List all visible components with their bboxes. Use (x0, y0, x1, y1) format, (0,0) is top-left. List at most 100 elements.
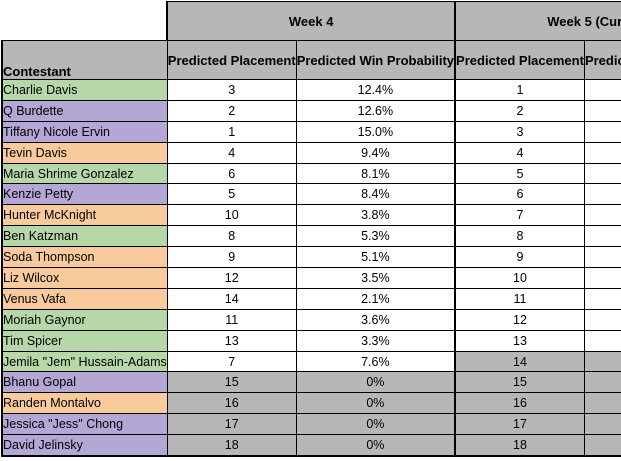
w4-placement-cell: 7 (166, 350, 297, 373)
contestant-name-cell: Kenzie Petty (0, 183, 168, 206)
w4-placement-cell: 4 (166, 141, 297, 164)
w5-win-probability-cell: 0% (583, 413, 621, 436)
w4-placement-cell: 11 (166, 308, 297, 331)
w5-placement-cell: 5 (454, 162, 585, 185)
contestant-name-cell: Charlie Davis (0, 79, 168, 101)
contestant-name-cell: Jessica "Jess" Chong (0, 413, 168, 436)
week5-header: Week 5 (Current) (454, 1, 621, 41)
w4-placement-cell: 2 (166, 99, 297, 122)
contestant-name-cell: Tim Spicer (0, 329, 168, 352)
w4-placement-cell: 13 (166, 329, 297, 352)
w5-win-probability-cell: 5.9% (583, 225, 621, 248)
w4-placement-header: Predicted Placement (166, 40, 297, 80)
week4-header: Week 4 (166, 1, 456, 41)
w5-placement-cell: 10 (454, 267, 585, 289)
contestant-name-cell: Soda Thompson (0, 246, 168, 269)
w5-win-probability-cell: 0% (583, 392, 621, 415)
w5-win-probability-cell: 6.1% (583, 204, 621, 227)
w5-win-probability-cell: 3.1% (583, 308, 621, 331)
w4-placement-cell: 18 (166, 434, 297, 458)
w5-win-probability-header: Predicted Win Probability (583, 40, 621, 80)
w5-placement-cell: 2 (454, 99, 585, 122)
w4-win-probability-cell: 3.5% (295, 267, 456, 289)
w4-placement-cell: 1 (166, 120, 297, 143)
contestant-name-cell: Q Burdette (0, 99, 168, 122)
w4-win-probability-cell: 0% (295, 371, 456, 394)
w5-placement-cell: 16 (454, 392, 585, 415)
w5-placement-cell: 12 (454, 308, 585, 331)
w5-placement-cell: 4 (454, 141, 585, 164)
w5-win-probability-cell: 15.3% (583, 79, 621, 101)
w5-win-probability-cell: 11.0% (583, 141, 621, 164)
w5-placement-cell: 1 (454, 79, 585, 101)
w5-placement-cell: 18 (454, 434, 585, 458)
w4-win-probability-cell: 0% (295, 413, 456, 436)
w5-placement-cell: 8 (454, 225, 585, 248)
w5-placement-cell: 11 (454, 287, 585, 310)
w5-placement-cell: 14 (454, 350, 585, 373)
w5-placement-cell: 6 (454, 183, 585, 206)
w4-placement-cell: 15 (166, 371, 297, 394)
contestant-name-cell: Jemila "Jem" Hussain-Adams (0, 350, 168, 373)
w4-win-probability-cell: 5.1% (295, 246, 456, 269)
contestant-name-cell: Venus Vafa (0, 287, 168, 310)
w5-win-probability-cell: 8.7% (583, 162, 621, 185)
w4-placement-cell: 9 (166, 246, 297, 269)
w5-win-probability-cell: 3.5% (583, 287, 621, 310)
w4-placement-cell: 14 (166, 287, 297, 310)
w4-win-probability-cell: 0% (295, 392, 456, 415)
w4-win-probability-header: Predicted Win Probability (295, 40, 456, 80)
w5-win-probability-cell: 0% (583, 350, 621, 373)
w4-win-probability-cell: 5.3% (295, 225, 456, 248)
w4-placement-cell: 6 (166, 162, 297, 185)
w5-win-probability-cell: 13.6% (583, 120, 621, 143)
w4-win-probability-cell: 3.8% (295, 204, 456, 227)
w5-win-probability-cell: 3.8% (583, 267, 621, 289)
w4-win-probability-cell: 8.4% (295, 183, 456, 206)
contestant-name-cell: Randen Montalvo (0, 392, 168, 415)
w4-win-probability-cell: 7.6% (295, 350, 456, 373)
week-header-row: Week 4 Week 5 (Current) (2, 1, 621, 41)
w4-win-probability-cell: 8.1% (295, 162, 456, 185)
w4-win-probability-cell: 12.4% (295, 79, 456, 101)
w5-win-probability-cell: 15.2% (583, 99, 621, 122)
w5-win-probability-cell: 6.6% (583, 183, 621, 206)
w4-placement-cell: 5 (166, 183, 297, 206)
contestant-name-cell: Tevin Davis (0, 141, 168, 164)
w4-win-probability-cell: 3.6% (295, 308, 456, 331)
contestant-name-cell: David Jelinsky (0, 434, 168, 458)
w4-win-probability-cell: 12.6% (295, 99, 456, 122)
w5-placement-header: Predicted Placement (454, 40, 585, 80)
column-header-row: Contestant Predicted Placement Predicted… (0, 40, 621, 80)
w5-placement-cell: 9 (454, 246, 585, 269)
w4-win-probability-cell: 9.4% (295, 141, 456, 164)
contestant-name-cell: Hunter McKnight (0, 204, 168, 227)
w5-win-probability-cell: 3.0% (583, 329, 621, 352)
contestant-name-cell: Bhanu Gopal (0, 371, 168, 394)
w4-win-probability-cell: 2.1% (295, 287, 456, 310)
w5-win-probability-cell: 0% (583, 434, 621, 458)
w4-placement-cell: 12 (166, 267, 297, 289)
w4-win-probability-cell: 15.0% (295, 120, 456, 143)
w4-placement-cell: 16 (166, 392, 297, 415)
contestant-name-cell: Tiffany Nicole Ervin (0, 120, 168, 143)
w4-placement-cell: 10 (166, 204, 297, 227)
contestant-column-header: Contestant (0, 40, 168, 80)
